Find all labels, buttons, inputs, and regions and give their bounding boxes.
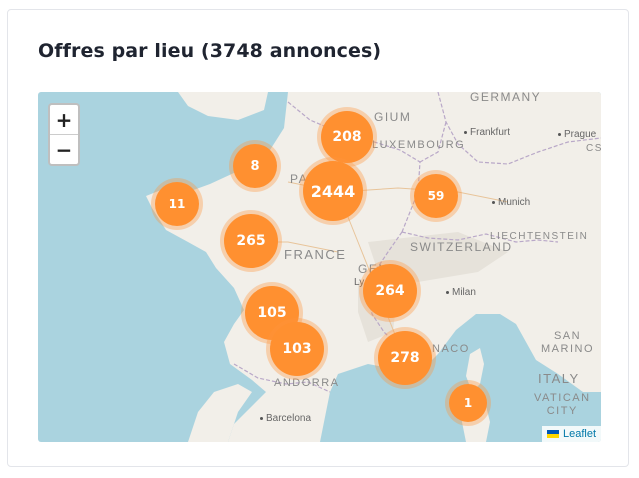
- label-lyon: Ly: [354, 277, 365, 288]
- ukraine-flag-icon: [546, 430, 559, 438]
- label-vatican: VATICAN CITY: [534, 392, 591, 417]
- cluster-marker[interactable]: 105: [245, 286, 299, 340]
- label-france: FRANCE: [284, 247, 347, 262]
- cluster-marker[interactable]: 265: [224, 214, 278, 268]
- label-prague: Prague: [558, 130, 596, 140]
- label-germany: GERMANY: [470, 92, 542, 104]
- card-title: Offres par lieu (3748 annonces): [38, 40, 382, 62]
- cluster-marker[interactable]: 2444: [303, 161, 363, 221]
- label-milan: Milan: [446, 288, 476, 298]
- zoom-in-button[interactable]: +: [55, 107, 73, 132]
- map-attribution: Leaflet: [541, 426, 601, 442]
- leaflet-link[interactable]: Leaflet: [562, 428, 596, 440]
- locations-card: Offres par lieu (3748 annonces): [7, 9, 629, 467]
- label-belgium: GIUM: [374, 110, 412, 124]
- map[interactable]: GERMANY GIUM LUXEMBOURG Frankfurt Prague…: [38, 92, 601, 442]
- label-switzerland: SWITZERLAND: [410, 240, 513, 254]
- cluster-marker[interactable]: 8: [233, 144, 277, 188]
- cluster-marker[interactable]: 103: [270, 322, 324, 376]
- label-italy: ITALY: [538, 371, 580, 386]
- cluster-marker[interactable]: 278: [378, 331, 432, 385]
- cluster-marker[interactable]: 1: [449, 384, 487, 422]
- label-andorra: ANDORRA: [274, 377, 340, 389]
- cluster-marker[interactable]: 59: [414, 174, 458, 218]
- label-munich: Munich: [492, 198, 530, 208]
- label-cs: CS: [586, 143, 601, 154]
- label-luxembourg: LUXEMBOURG: [372, 139, 466, 151]
- cluster-marker[interactable]: 208: [321, 111, 373, 163]
- map-tiles: [146, 92, 601, 442]
- label-liechtenstein: LIECHTENSTEIN: [490, 231, 589, 242]
- cluster-marker[interactable]: 11: [155, 182, 199, 226]
- label-frankfurt: Frankfurt: [464, 128, 510, 138]
- label-san-marino: SAN MARINO: [541, 330, 594, 355]
- label-barcelona: Barcelona: [260, 414, 311, 424]
- cluster-marker[interactable]: 264: [363, 264, 417, 318]
- zoom-out-button[interactable]: −: [50, 134, 78, 164]
- label-monaco: NACO: [432, 343, 470, 355]
- zoom-control: + −: [48, 103, 80, 166]
